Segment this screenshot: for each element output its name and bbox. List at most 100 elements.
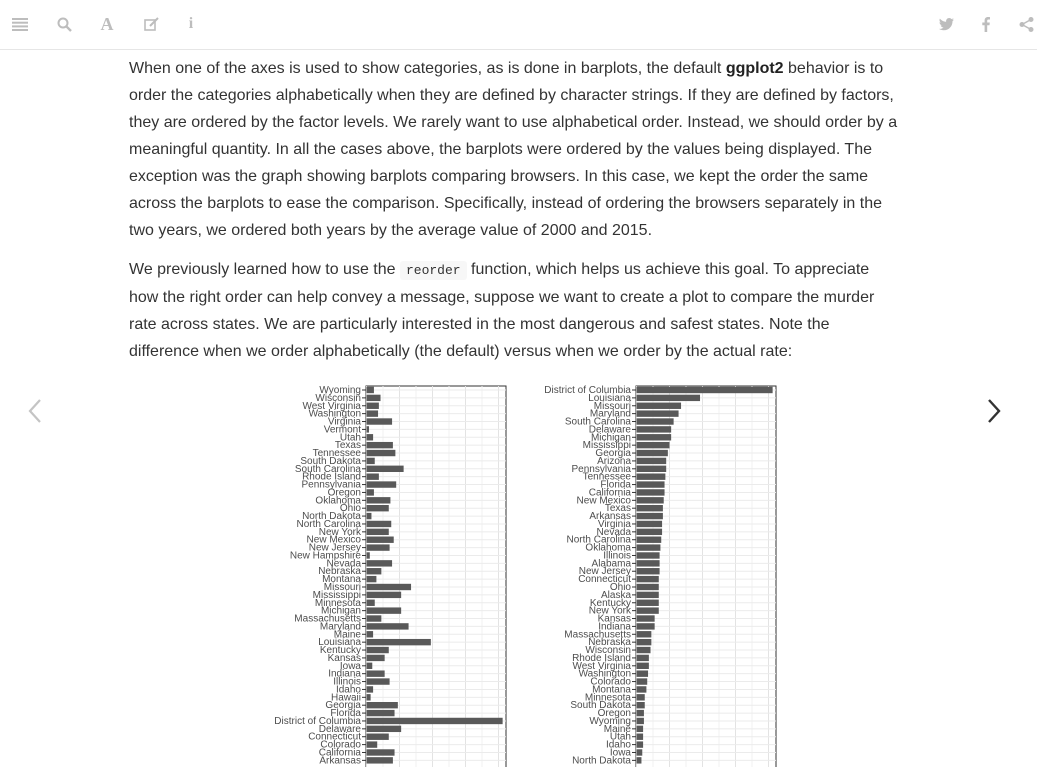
- tick-label: Connecticut: [578, 574, 631, 585]
- tick-label: Minnesota: [585, 692, 632, 703]
- bar: [366, 686, 374, 693]
- tick-label: Michigan: [591, 432, 631, 443]
- paragraph-ordering-text-1: When one of the axes is used to show cat…: [129, 60, 726, 77]
- tick-label: Arkansas: [319, 755, 361, 766]
- tick-label: Pennsylvania: [572, 464, 632, 475]
- tick-label: Florida: [600, 480, 631, 491]
- tick-label: Mississippi: [313, 590, 361, 601]
- bar: [636, 749, 643, 756]
- facebook-icon[interactable]: [975, 13, 997, 35]
- tick-label: Maine: [334, 629, 362, 640]
- tick-label: New Hampshire: [290, 550, 362, 561]
- menu-icon[interactable]: [9, 13, 31, 35]
- tick-label: Oregon: [328, 487, 361, 498]
- bar: [636, 646, 651, 654]
- bar: [636, 623, 655, 630]
- bar: [366, 678, 390, 685]
- tick-label: Kansas: [328, 653, 361, 664]
- bar: [366, 552, 370, 559]
- bar: [636, 402, 682, 409]
- reorder-code: reorder: [399, 261, 467, 280]
- share-icon[interactable]: [1015, 13, 1037, 35]
- paragraph-reorder: We previously learned how to use the reo…: [129, 256, 899, 365]
- tick-label: Wyoming: [319, 385, 361, 396]
- tick-label: Rhode Island: [302, 472, 361, 483]
- bar: [366, 418, 393, 425]
- tick-label: Utah: [610, 732, 631, 743]
- tick-label: Maryland: [320, 621, 361, 632]
- tick-label: District of Columbia: [544, 385, 631, 396]
- bar: [636, 449, 668, 457]
- twitter-icon[interactable]: [935, 13, 957, 35]
- font-icon[interactable]: A: [100, 13, 114, 34]
- bar: [636, 568, 660, 575]
- tick-label: Missouri: [594, 401, 631, 412]
- bar: [636, 426, 672, 433]
- bar: [366, 638, 431, 646]
- tick-label: Hawaii: [331, 692, 361, 703]
- bar: [636, 473, 666, 480]
- tick-label: Arkansas: [589, 511, 631, 522]
- tick-label: Maryland: [590, 409, 631, 420]
- bar: [366, 449, 396, 457]
- tick-label: New Mexico: [577, 495, 632, 506]
- bar: [366, 662, 373, 669]
- tick-label: Connecticut: [308, 732, 361, 743]
- bar: [366, 702, 398, 709]
- bar: [366, 410, 379, 417]
- bar: [636, 741, 644, 748]
- bar: [636, 410, 679, 417]
- tick-label: Rhode Island: [572, 653, 631, 664]
- tick-label: California: [319, 747, 362, 758]
- bar: [636, 662, 649, 669]
- bar: [636, 607, 659, 614]
- tick-label: Nebraska: [588, 637, 631, 648]
- bar: [636, 709, 644, 717]
- tick-label: Montana: [322, 574, 361, 585]
- search-icon[interactable]: [53, 13, 75, 35]
- tick-label: South Carolina: [295, 464, 362, 475]
- tick-label: South Dakota: [570, 700, 631, 711]
- bar: [366, 441, 393, 449]
- tick-label: Utah: [340, 432, 361, 443]
- bar: [366, 733, 389, 740]
- tick-label: Colorado: [590, 677, 631, 688]
- bar: [636, 725, 644, 733]
- bar: [366, 497, 391, 504]
- bar: [636, 497, 664, 504]
- bar: [636, 552, 660, 559]
- bar: [366, 465, 404, 472]
- tick-label: California: [589, 487, 632, 498]
- bar: [636, 441, 670, 449]
- tick-label: Wisconsin: [585, 645, 631, 656]
- tick-label: South Carolina: [565, 417, 632, 428]
- tick-label: Pennsylvania: [302, 480, 362, 491]
- bar: [366, 646, 389, 654]
- tick-label: Virginia: [328, 417, 362, 428]
- tick-label: Alaska: [601, 590, 631, 601]
- tick-label: New York: [319, 527, 362, 538]
- paragraph-reorder-text-2: function, which helps us achieve this go…: [129, 261, 875, 360]
- bar: [636, 717, 644, 725]
- tick-label: Massachusetts: [294, 614, 361, 625]
- next-page-arrow-icon[interactable]: [984, 396, 1004, 426]
- bar: [366, 520, 392, 528]
- previous-page-arrow-icon[interactable]: [26, 396, 46, 426]
- tick-label: Washington: [309, 409, 361, 420]
- tick-label: Florida: [330, 708, 361, 719]
- bar: [366, 575, 377, 583]
- edit-icon[interactable]: [140, 13, 162, 35]
- tick-label: Illinois: [333, 677, 361, 688]
- bar: [636, 631, 652, 638]
- bar: [366, 568, 382, 575]
- tick-label: Oklahoma: [585, 543, 631, 554]
- bar: [636, 654, 649, 662]
- bar: [366, 717, 503, 725]
- bar: [366, 757, 393, 764]
- bar: [636, 434, 672, 441]
- bar: [366, 694, 371, 701]
- bar: [636, 465, 667, 472]
- bar: [366, 607, 402, 614]
- tick-label: Georgia: [325, 700, 361, 711]
- info-icon[interactable]: i: [188, 15, 194, 32]
